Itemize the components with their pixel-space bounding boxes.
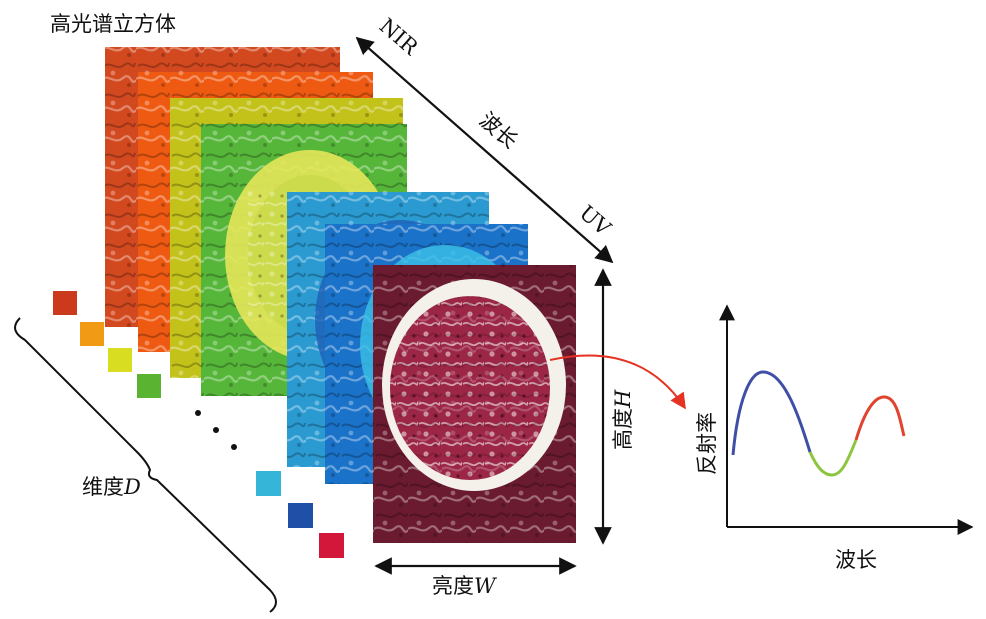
swatch-3 xyxy=(108,348,132,372)
plot-xlabel: 波长 xyxy=(835,548,877,572)
plot-ylabel: 反射率 xyxy=(695,412,719,475)
swatch-7 xyxy=(319,533,344,558)
title: 高光谱立方体 xyxy=(50,12,176,36)
swatch-6 xyxy=(288,503,313,528)
curve-green-segment xyxy=(808,439,858,477)
swatch-column xyxy=(53,291,344,558)
dimension-brace xyxy=(14,317,277,613)
swatch-1 xyxy=(53,291,77,315)
wavelength-axis-arrow xyxy=(355,36,614,264)
curve-red-segment xyxy=(854,395,906,441)
height-label: 高度H xyxy=(611,389,635,450)
pixel-to-spectrum-arrow xyxy=(549,354,686,410)
reflectance-plot: 反射率 波长 xyxy=(695,304,974,572)
wavelength-nir-label: NIR xyxy=(375,14,424,61)
swatch-4 xyxy=(137,374,161,398)
swatch-5 xyxy=(256,471,281,496)
swatch-2 xyxy=(80,322,104,346)
ellipsis-dots xyxy=(195,410,237,450)
layer-7-stained-image xyxy=(373,265,576,543)
width-label: 亮度W xyxy=(432,574,498,598)
curve-blue-segment xyxy=(731,370,812,456)
dimension-label: 维度D xyxy=(82,475,141,499)
